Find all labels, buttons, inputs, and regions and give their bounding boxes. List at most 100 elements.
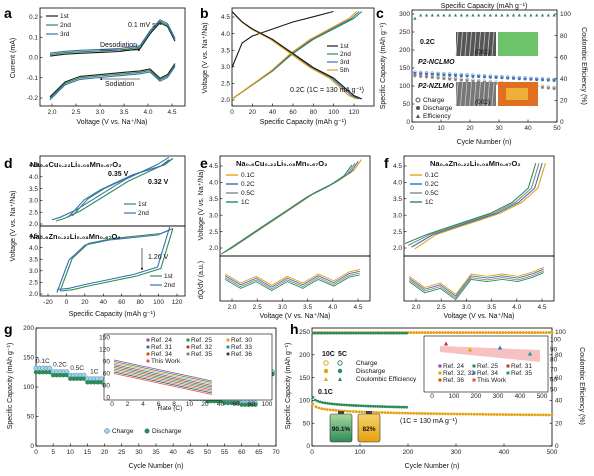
capacity-point-0-37 [517, 77, 521, 81]
tick-g-y-2: 100 [23, 384, 34, 391]
tick-ticks-f-x-1: 2.5 [437, 304, 446, 311]
efficiency-point-43 [535, 13, 539, 17]
tick-ticks-e-y-0: 2.0 [209, 245, 218, 252]
eff-5C-12 [316, 331, 320, 335]
tick-d-yb-2: 3.0 [29, 268, 38, 275]
legend-f-0.5C: 0.5C [425, 190, 439, 197]
tick-ticks-e-x-2: 3.0 [278, 304, 287, 311]
charge-point-0-31 [500, 74, 504, 79]
charge-point-0-27 [488, 74, 493, 78]
tick-d-x-3: 40 [100, 299, 108, 306]
eff-5C-127 [371, 331, 375, 335]
dqdv-curves-e-rate-3 [224, 274, 360, 292]
cap-10C-146 [380, 411, 384, 414]
curves-d [51, 156, 174, 293]
capacity-point-0-41 [529, 77, 533, 81]
cap-10C-14 [317, 406, 321, 410]
charge-point-1-9 [436, 75, 440, 79]
cap-10C-308 [458, 412, 462, 416]
discharge-point-12-3 [249, 402, 255, 407]
inset-g-xtick-7: 40 [217, 401, 225, 408]
cap-10C-164 [389, 411, 393, 415]
legend-c-efficiency: Efficiency [423, 113, 451, 120]
inset-g-xtick-6: 20 [201, 401, 209, 408]
panel-label-d: d [4, 155, 13, 171]
x-label-f: Voltage (V vs. Na⁺/Na) [443, 313, 514, 320]
inset-h-legend-0: Ref. 24 [443, 363, 464, 370]
inset-g-legend-marker-8 [226, 352, 230, 356]
tick-ticks-e-x-3: 3.5 [303, 304, 312, 311]
dqdv-curves-f-rate-0 [408, 266, 544, 295]
inset-g-xtick-2: 4 [141, 401, 145, 408]
legend-d-bottom: 1st 2nd [150, 273, 175, 289]
inset-h-legend-marker-4 [472, 371, 476, 375]
eff-5C-17 [318, 331, 322, 335]
efficiency-point-7 [430, 13, 434, 17]
legend-e-0.5C: 0.5C [241, 190, 255, 197]
legend-c: Charge Discharge Efficiency [415, 97, 453, 120]
tick-c-y-1: 50 [403, 101, 411, 108]
cap-10C-272 [441, 412, 444, 416]
capacity-point-1-47 [546, 86, 550, 90]
eff-10C-500 [550, 331, 554, 334]
inset-g-legend-marker-2 [226, 338, 230, 342]
eff-5C-92 [354, 331, 358, 335]
vc-curves-f-rate-1 [411, 162, 543, 248]
annotation-0.35V: 0.35 V [108, 171, 129, 178]
tick-a-y-1: -0.1 [27, 75, 39, 82]
cap-5C-87 [352, 404, 356, 407]
cap-5C-62 [340, 403, 344, 407]
inset-g-ytick-2: 60 [103, 371, 111, 378]
inset-g-legend-3: Ref. 31 [151, 344, 172, 351]
tick-c-y2-1: 20 [560, 98, 568, 105]
inset-h-xtick-0: 0 [430, 393, 434, 400]
tick-h-y-0: 0 [306, 443, 310, 450]
tick-a-x-1: 2.5 [71, 109, 80, 116]
cap-10C-428 [516, 413, 519, 417]
eff-5C-107 [361, 331, 365, 335]
eff-5C-97 [357, 331, 360, 335]
tick-b-x-2: 40 [269, 109, 277, 116]
capacity-point-0-47 [546, 78, 550, 82]
vc-d-top-2nd-charge [67, 159, 170, 218]
tick-c-y2-5: 100 [560, 11, 571, 18]
tick-b-y-1: 2.5 [221, 81, 230, 88]
legend-h: 10C 5C Charge Discharge Coulombic Effici… [322, 351, 417, 383]
inset-g-ytick-3: 90 [103, 359, 111, 366]
eff-10C-488 [544, 331, 548, 334]
ticks-a: 2.0 2.5 3.0 3.5 4.0 4.5 -0.2 -0.1 0.0 0.1 0.2 [27, 14, 177, 116]
battery-icon-5C: 90.1% [329, 411, 353, 443]
charge-point-1-13 [447, 76, 452, 80]
plot-frame-f-bottom [403, 255, 555, 302]
cap-10C-224 [418, 412, 421, 415]
tick-c-y-6: 300 [399, 11, 410, 18]
eff-10C-290 [449, 331, 453, 334]
eff-5C-157 [385, 331, 389, 335]
inset-g-xtick-0: 0 [110, 401, 114, 408]
eff-10C-248 [429, 331, 433, 334]
cap-10C-200 [406, 411, 410, 415]
inset-g-legend-marker-4 [186, 345, 190, 349]
legend-b-3rd: 3rd [340, 59, 350, 66]
cap-10C-236 [423, 412, 427, 415]
eff-5C-22 [321, 331, 324, 335]
efficiency-point-23 [477, 13, 481, 17]
tick-ticks-e-y-2: 3.0 [209, 212, 218, 219]
discharge-point-2-1 [71, 376, 76, 381]
capacity-point-1-49 [552, 87, 556, 91]
tick-h-x-4: 400 [499, 449, 510, 456]
charge-point-0-17 [459, 72, 464, 77]
y-label-c: Specific Capacity (mAh g⁻¹) [380, 23, 387, 110]
discharge-point-3-2 [92, 380, 97, 385]
charge-point-0-23 [476, 73, 481, 78]
eff-10C-404 [504, 331, 508, 334]
cap-10C-284 [446, 412, 450, 416]
annotation-0.2C: 0.2C [420, 39, 435, 46]
inset-h-band [440, 346, 540, 362]
legend-e-0.1C: 0.1C [241, 172, 255, 179]
eff-10C-470 [536, 331, 539, 334]
battery-icon-10C: 82% [357, 411, 381, 443]
cap-10C-302 [455, 412, 459, 416]
discharge-point-12-1 [242, 402, 248, 407]
panel-label-a: a [4, 5, 12, 21]
